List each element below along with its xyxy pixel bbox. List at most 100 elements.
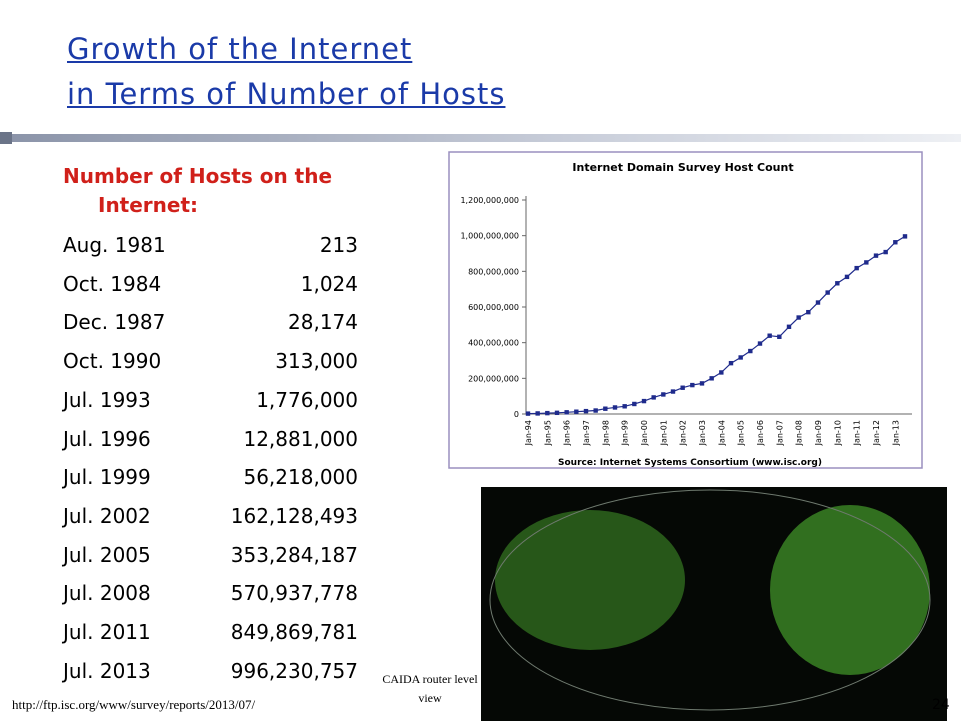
title-line: Growth of the Internet: [67, 32, 413, 66]
x-tick-label: Jan-01: [659, 420, 668, 446]
date: Jul. 2008: [63, 581, 151, 606]
list-heading: Number of Hosts on the Internet:: [63, 164, 333, 217]
x-tick-label: Jan-11: [853, 420, 862, 446]
data-point: [632, 401, 637, 407]
data-point: [545, 410, 550, 416]
data-point: [612, 405, 618, 410]
date: Jul. 2005: [63, 542, 151, 567]
data-point: [738, 355, 743, 360]
x-tick-label: Jan-98: [601, 420, 610, 446]
x-tick-label: Jan-10: [833, 420, 842, 446]
data-point: [844, 274, 850, 280]
data-point: [641, 398, 647, 404]
data-point: [583, 408, 589, 414]
data-point: [902, 234, 908, 239]
list-row: Jul. 2005 353,284,187: [63, 543, 358, 567]
date: Dec. 1987: [63, 310, 166, 335]
data-point: [786, 324, 792, 329]
x-tick-label: Jan-05: [737, 420, 746, 446]
x-tick-label: Jan-12: [872, 420, 881, 446]
data-point: [854, 265, 859, 271]
host-count: 162,128,493: [230, 503, 358, 528]
data-point: [835, 281, 840, 286]
data-point: [864, 260, 869, 265]
data-point: [796, 315, 801, 320]
date: Aug. 1981: [63, 233, 166, 257]
list-row: Jul. 2013 996,230,757: [63, 659, 358, 683]
x-tick-label: Jan-04: [717, 420, 726, 446]
host-count: 56,218,000: [243, 465, 358, 490]
host-count: 1,024: [300, 271, 358, 296]
host-count: 213: [319, 233, 358, 257]
host-count: 1,776,000: [256, 387, 358, 412]
data-point: [661, 392, 666, 397]
data-point: [719, 370, 724, 375]
x-tick-label: Jan-94: [524, 420, 533, 446]
x-tick-label: Jan-02: [679, 420, 688, 446]
data-point: [564, 410, 569, 415]
x-tick-label: Jan-08: [795, 420, 804, 446]
x-tick-label: Jan-97: [582, 420, 591, 446]
data-point: [680, 385, 685, 390]
y-tick-label: 0: [514, 410, 519, 419]
host-count: 996,230,757: [230, 658, 358, 683]
host-count: 12,881,000: [243, 426, 358, 451]
x-tick-label: Jan-09: [814, 420, 823, 446]
chart-source: Source: Internet Systems Consortium (www…: [558, 458, 822, 468]
data-point: [883, 249, 888, 255]
x-tick-label: Jan-06: [756, 420, 765, 446]
data-point: [535, 411, 540, 416]
list-row: Dec. 1987 28,174: [63, 310, 358, 334]
y-tick-label: 200,000,000: [468, 374, 519, 383]
x-tick-label: Jan-07: [775, 420, 784, 446]
data-point: [728, 360, 734, 366]
date: Jul. 1999: [63, 465, 151, 490]
series-line: [527, 235, 906, 415]
footer-url: http://ftp.isc.org/www/survey/reports/20…: [12, 697, 256, 712]
network-cluster: [495, 510, 685, 650]
date: Oct. 1990: [63, 349, 162, 374]
data-point: [825, 290, 830, 295]
data-point: [622, 404, 627, 409]
chart-title: Internet Domain Survey Host Count: [572, 161, 793, 174]
data-point: [554, 410, 560, 416]
data-point: [873, 253, 879, 258]
y-tick-label: 1,200,000,000: [460, 196, 519, 205]
x-tick-label: Jan-13: [891, 420, 900, 446]
divider: [0, 134, 961, 142]
data-point: [574, 409, 579, 414]
data-point: [690, 382, 695, 388]
date: Jul. 2002: [63, 503, 151, 528]
data-point: [593, 408, 598, 413]
host-count: 849,869,781: [230, 620, 358, 644]
data-point: [806, 309, 811, 315]
x-tick-label: Jan-00: [640, 420, 649, 446]
list-row: Jul. 1996 12,881,000: [63, 427, 358, 451]
host-count: 28,174: [288, 310, 358, 335]
title-line: in Terms of Number of Hosts: [67, 77, 506, 111]
data-point: [893, 240, 898, 245]
data-point: [767, 333, 772, 338]
y-tick-label: 800,000,000: [468, 267, 519, 276]
list-row: Oct. 1990 313,000: [63, 349, 358, 373]
x-tick-label: Jan-96: [563, 420, 572, 446]
network-outline: [489, 489, 931, 711]
data-point: [603, 406, 608, 411]
date: Jul. 1993: [63, 387, 151, 412]
list-row: Jul. 1993 1,776,000: [63, 388, 358, 412]
x-tick-label: Jan-03: [698, 420, 707, 446]
list-row: Jul. 2002 162,128,493: [63, 504, 358, 528]
network-cluster: [770, 505, 930, 675]
data-point: [699, 381, 705, 386]
date: Jul. 2013: [63, 658, 151, 683]
host-count: 313,000: [275, 349, 358, 374]
data-point: [709, 376, 714, 381]
date: Jul. 1996: [63, 426, 151, 451]
list-row: Jul. 1999 56,218,000: [63, 465, 358, 489]
list-row: Jul. 2011 849,869,781: [63, 620, 358, 644]
data-point: [651, 395, 656, 400]
x-tick-label: Jan-99: [621, 420, 630, 446]
data-point: [757, 341, 763, 346]
